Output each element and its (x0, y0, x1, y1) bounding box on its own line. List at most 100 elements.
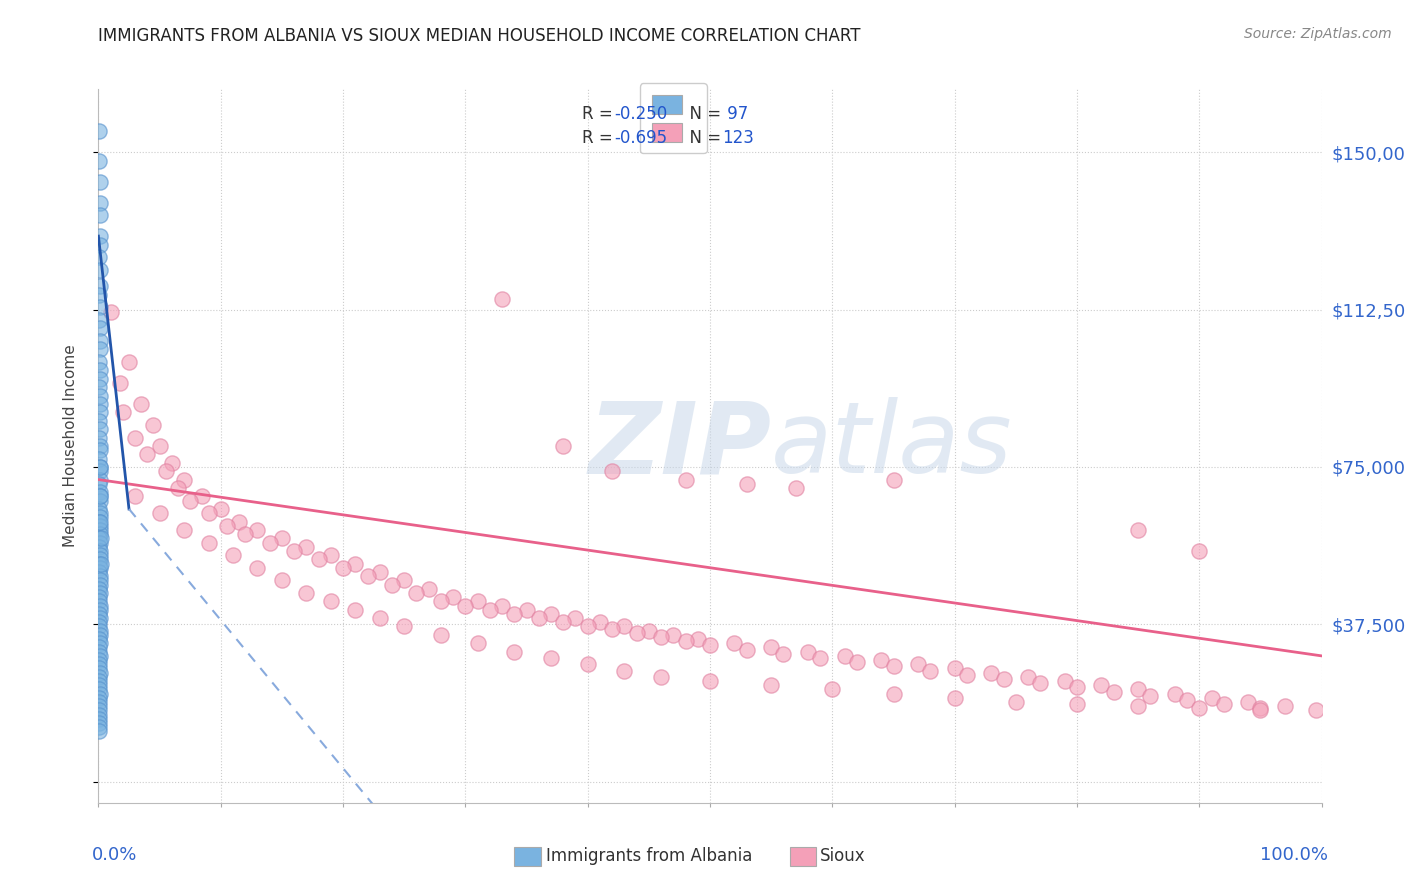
Point (215, 518, 238, 533)
Point (993, 672, 1015, 686)
Point (613, 619, 636, 633)
Point (173, 473, 195, 487)
Point (491, 599, 513, 613)
Point (89, 473, 111, 487)
Point (1274, 699, 1296, 714)
Point (89, 334, 111, 348)
Text: Immigrants from Albania: Immigrants from Albania (546, 847, 752, 865)
Point (89, 262, 111, 277)
Point (89, 594, 111, 608)
Point (197, 506, 219, 520)
Point (1250, 703, 1272, 717)
Point (136, 447, 159, 461)
Point (90, 532, 112, 546)
Point (89, 607, 111, 621)
Point (160, 456, 183, 470)
Point (626, 625, 648, 640)
Point (699, 639, 721, 653)
Point (89, 615, 111, 630)
Point (89, 372, 111, 386)
Point (735, 642, 758, 657)
Point (222, 548, 245, 562)
Point (89, 153, 111, 168)
Point (89, 532, 111, 546)
Point (516, 603, 538, 617)
Point (821, 682, 844, 697)
Point (1102, 684, 1125, 698)
Point (1237, 695, 1260, 709)
Point (368, 565, 391, 579)
Point (503, 607, 526, 621)
Point (89, 229, 111, 244)
Point (89, 645, 111, 659)
Point (89, 544, 111, 558)
Point (197, 535, 219, 549)
Point (491, 292, 513, 306)
Point (89, 279, 111, 293)
Point (1066, 697, 1088, 711)
Text: 97: 97 (723, 105, 748, 123)
Text: Sioux: Sioux (820, 847, 866, 865)
Point (110, 376, 132, 390)
Point (89, 301, 111, 315)
Point (943, 661, 966, 675)
Point (142, 417, 165, 432)
Point (118, 355, 141, 369)
Point (735, 476, 758, 491)
Point (89, 636, 111, 650)
Point (920, 664, 942, 678)
Point (89, 665, 111, 680)
Point (89, 460, 111, 475)
Point (576, 657, 599, 672)
Point (191, 489, 214, 503)
Point (89, 603, 111, 617)
Point (89, 506, 111, 520)
Point (89, 414, 111, 428)
Point (89, 560, 111, 574)
Point (503, 645, 526, 659)
Point (467, 594, 489, 608)
Point (392, 574, 416, 588)
Text: -0.695: -0.695 (614, 128, 668, 146)
Point (246, 523, 269, 537)
Point (381, 577, 404, 591)
Point (699, 674, 721, 689)
Point (89, 540, 111, 554)
Point (430, 628, 453, 642)
Point (89, 674, 111, 689)
Text: IMMIGRANTS FROM ALBANIA VS SIOUX MEDIAN HOUSEHOLD INCOME CORRELATION CHART: IMMIGRANTS FROM ALBANIA VS SIOUX MEDIAN … (98, 27, 860, 45)
Point (1212, 697, 1234, 711)
Point (270, 574, 294, 588)
Point (89, 355, 111, 369)
Point (808, 651, 831, 665)
Point (89, 707, 111, 722)
Point (87, 712, 110, 726)
Point (1305, 703, 1327, 717)
Point (344, 557, 367, 571)
Point (344, 603, 367, 617)
Point (90, 557, 112, 571)
Point (662, 628, 685, 642)
Point (89, 389, 111, 403)
Point (155, 464, 177, 478)
Point (124, 489, 146, 503)
Point (87, 657, 110, 672)
Point (319, 594, 342, 608)
Point (89, 422, 111, 436)
Point (1201, 690, 1223, 705)
Point (89, 502, 111, 516)
Point (1053, 674, 1076, 689)
Text: N =: N = (679, 105, 727, 123)
Y-axis label: Median Household Income: Median Household Income (63, 344, 77, 548)
Point (87, 716, 110, 731)
Point (650, 630, 672, 644)
Point (883, 687, 905, 701)
Point (761, 678, 783, 692)
Point (956, 667, 979, 681)
Point (1250, 701, 1272, 715)
Point (845, 655, 868, 669)
Point (1175, 693, 1198, 707)
Point (89, 661, 111, 675)
Point (89, 397, 111, 411)
Point (356, 569, 378, 583)
